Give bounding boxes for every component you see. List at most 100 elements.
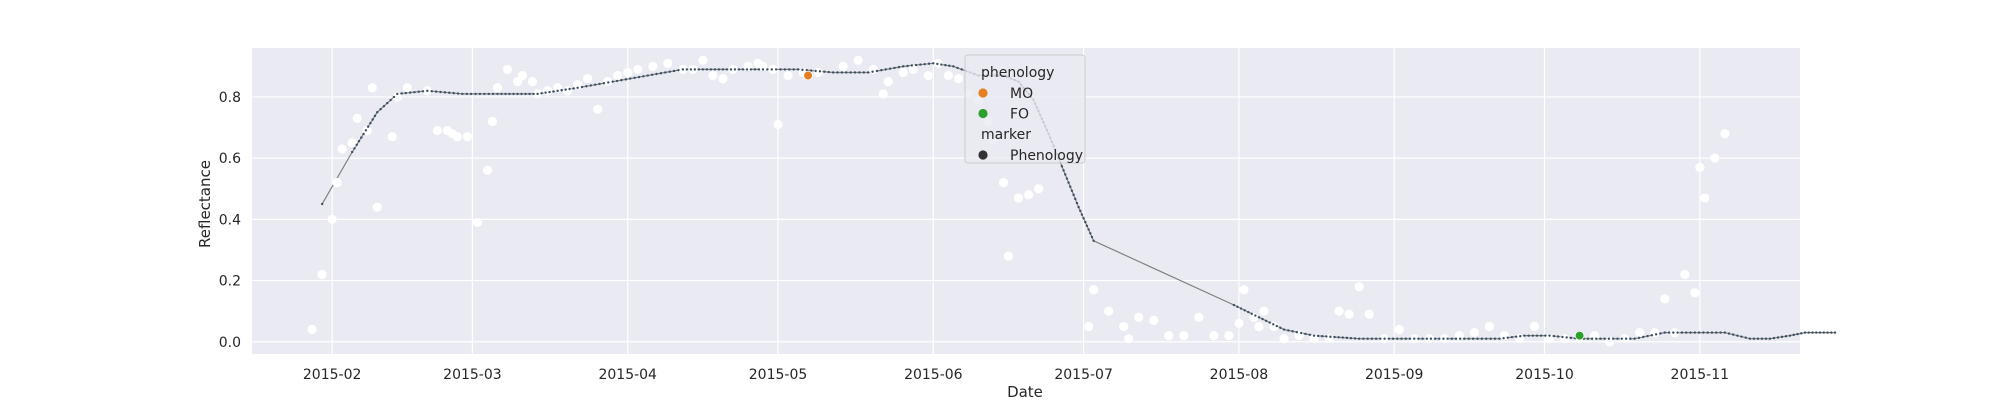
raw-point <box>452 132 462 142</box>
phenology-layer <box>803 70 1585 341</box>
fitted-marker <box>729 68 733 71</box>
raw-point <box>878 89 888 99</box>
fitted-marker <box>875 69 879 73</box>
raw-point <box>327 214 337 224</box>
fitted-marker <box>1822 331 1825 334</box>
fitted-marker <box>1599 337 1602 340</box>
fitted-marker <box>1663 331 1666 334</box>
fitted-marker <box>810 69 813 72</box>
raw-point <box>1164 331 1174 341</box>
fitted-marker <box>426 89 429 93</box>
fitted-marker <box>1539 334 1543 337</box>
fitted-marker <box>512 92 515 96</box>
fitted-marker <box>1370 337 1374 340</box>
raw-point <box>1680 269 1690 280</box>
fitted-marker <box>552 90 555 93</box>
fitted-marker <box>1064 173 1067 176</box>
fitted-marker <box>642 75 645 78</box>
fitted-marker <box>1084 220 1087 224</box>
raw-point <box>487 116 498 127</box>
fitted-marker <box>1736 334 1739 337</box>
fitted-marker <box>320 202 324 206</box>
raw-point <box>512 77 523 87</box>
raw-point <box>527 77 538 87</box>
raw-point <box>1620 334 1630 344</box>
fitted-marker <box>1498 337 1501 340</box>
raw-point <box>1394 324 1404 335</box>
legend-swatch <box>978 150 988 160</box>
fitted-marker <box>1493 337 1497 340</box>
fitted-marker <box>355 143 358 147</box>
fitted-marker <box>1715 331 1718 334</box>
raw-point <box>317 269 327 280</box>
raw-point <box>1484 321 1494 332</box>
fitted-marker <box>568 87 571 91</box>
fitted-marker <box>914 63 918 67</box>
raw-point <box>1149 315 1159 325</box>
fitted-marker <box>1723 331 1727 334</box>
fitted-marker <box>655 72 658 76</box>
fitted-marker <box>721 68 725 71</box>
fitted-marker <box>448 91 451 94</box>
y-tick-label: 0.2 <box>219 274 241 290</box>
raw-point <box>462 132 473 142</box>
fitted-marker <box>1565 336 1568 339</box>
fitted-marker <box>1706 331 1709 334</box>
fitted-marker <box>548 90 551 94</box>
fitted-marker <box>1748 337 1752 340</box>
fitted-marker <box>1254 314 1257 317</box>
fitted-marker <box>382 104 386 108</box>
fitted-marker <box>1740 335 1743 338</box>
raw-point <box>1529 321 1540 332</box>
fitted-marker <box>1633 337 1636 340</box>
fitted-marker <box>1291 330 1294 333</box>
fitted-marker <box>646 74 649 77</box>
raw-point <box>552 83 563 93</box>
fitted-marker <box>474 92 477 96</box>
fitted-marker <box>576 86 579 89</box>
fitted-marker <box>1329 335 1332 338</box>
fitted-marker <box>392 95 396 99</box>
raw-point <box>1269 321 1279 332</box>
fitted-marker <box>685 68 689 71</box>
fitted-marker <box>1780 335 1784 339</box>
fitted-marker <box>659 72 663 75</box>
fitted-marker <box>439 90 442 94</box>
fitted-marker <box>770 68 773 71</box>
fitted-marker <box>1065 177 1069 180</box>
fitted-marker <box>1807 331 1810 334</box>
fitted-marker <box>796 68 800 71</box>
fitted-marker <box>677 68 680 72</box>
raw-point <box>1234 318 1244 328</box>
fitted-marker <box>1667 331 1671 334</box>
fitted-marker <box>560 89 563 92</box>
fitted-marker <box>421 90 425 93</box>
fitted-marker <box>456 92 460 95</box>
fitted-marker <box>389 98 392 102</box>
raw-point <box>1700 193 1710 203</box>
x-tick-labels: 2015-02 2015-03 2015-04 2015-05 2015-06 2015-… <box>303 367 1729 383</box>
fitted-marker <box>1080 213 1084 216</box>
raw-point <box>718 74 728 84</box>
fitted-marker <box>689 68 693 71</box>
fitted-marker <box>1471 337 1475 340</box>
raw-point <box>998 178 1009 188</box>
fitted-marker <box>858 71 861 74</box>
fitted-marker <box>1308 333 1311 336</box>
fitted-marker <box>1353 337 1357 340</box>
fitted-marker <box>1333 335 1336 339</box>
fitted-marker <box>1316 334 1320 338</box>
fitted-marker <box>737 68 741 71</box>
raw-point <box>432 126 442 136</box>
fitted-marker <box>1450 337 1454 340</box>
fitted-marker <box>749 68 753 71</box>
fitted-marker <box>944 63 947 67</box>
raw-point <box>1344 309 1354 319</box>
fitted-marker <box>757 68 761 71</box>
fitted-marker <box>823 70 826 73</box>
fitted-marker <box>1295 330 1299 334</box>
fitted-marker <box>1268 321 1271 324</box>
legend-box <box>964 54 1086 164</box>
raw-point <box>773 119 783 130</box>
